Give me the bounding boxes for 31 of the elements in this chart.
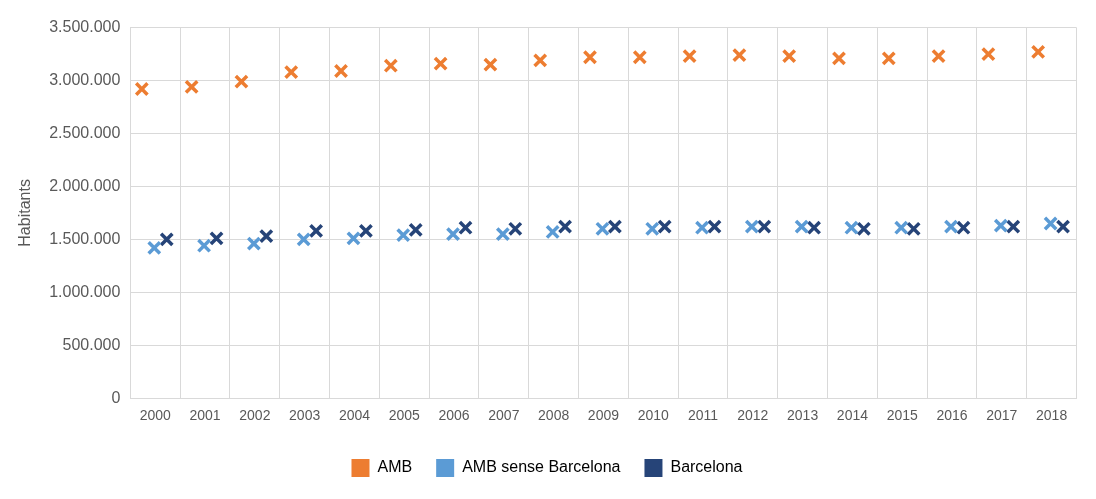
- x-tick-label: 2015: [886, 407, 918, 424]
- y-tick-label: 1.500.000: [49, 229, 121, 247]
- y-tick-label: 2.500.000: [49, 123, 121, 141]
- x-tick-label: 2003: [289, 407, 321, 424]
- x-tick-label: 2005: [388, 407, 421, 424]
- legend-label: AMB: [377, 458, 413, 476]
- x-tick-label: 2018: [1036, 407, 1068, 424]
- x-tick-label: 2014: [836, 407, 869, 424]
- x-tick-label: 2001: [189, 407, 221, 424]
- y-tick-label: 0: [111, 388, 121, 406]
- y-tick-label: 1.000.000: [49, 282, 121, 300]
- x-tick-label: 2000: [139, 407, 172, 424]
- x-tick-label: 2011: [687, 407, 719, 424]
- y-tick-label: 3.500.000: [49, 18, 121, 36]
- x-tick-label: 2007: [488, 407, 520, 424]
- y-tick-label: 3.000.000: [49, 70, 121, 88]
- legend-label: AMB sense Barcelona: [462, 458, 621, 476]
- x-tick-label: 2004: [338, 407, 371, 424]
- x-tick-label: 2008: [538, 407, 570, 424]
- x-tick-label: 2009: [587, 407, 620, 424]
- x-tick-label: 2006: [438, 407, 470, 424]
- x-tick-label: 2012: [737, 407, 769, 424]
- y-tick-label: 2.000.000: [49, 176, 121, 194]
- y-tick-label: 500.000: [62, 335, 121, 353]
- legend-label: Barcelona: [670, 458, 743, 476]
- x-tick-label: 2002: [239, 407, 271, 424]
- x-tick-label: 2016: [936, 407, 968, 424]
- x-tick-label: 2017: [986, 407, 1018, 424]
- x-tick-label: 2013: [787, 407, 819, 424]
- y-axis-title: Habitants: [16, 179, 34, 247]
- x-tick-label: 2010: [637, 407, 670, 424]
